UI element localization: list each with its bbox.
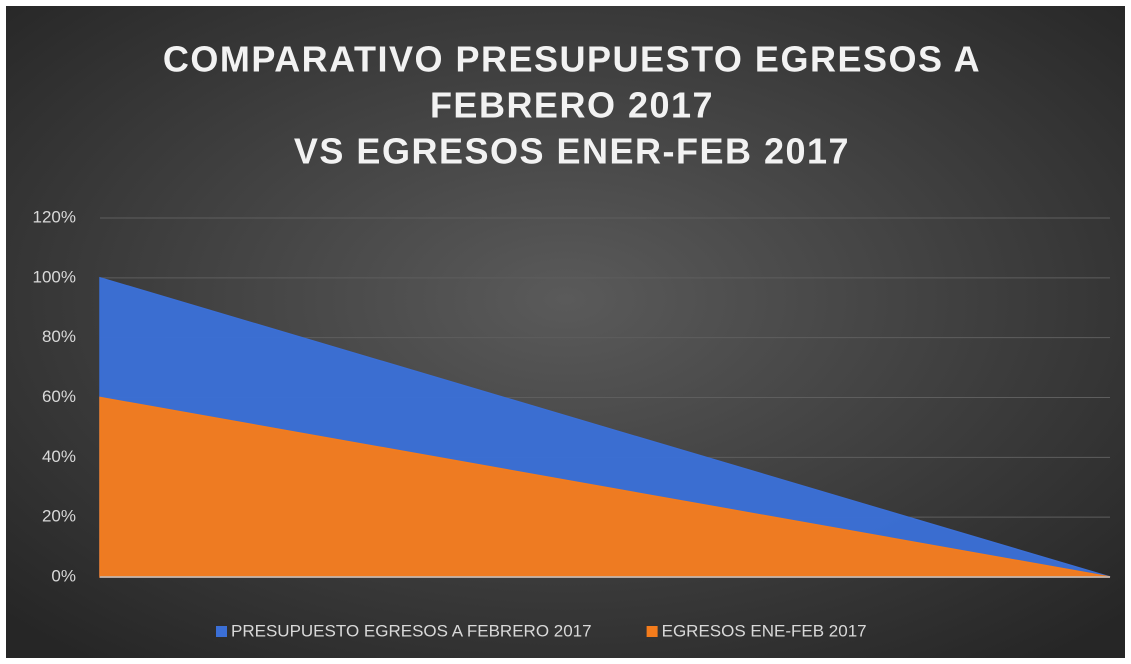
chart-title-line: FEBRERO 2017	[430, 85, 714, 126]
y-tick-label: 40%	[42, 447, 76, 466]
legend-swatch	[216, 626, 227, 637]
y-tick-label: 120%	[33, 207, 76, 226]
legend-label: PRESUPUESTO EGRESOS A FEBRERO 2017	[231, 621, 592, 640]
plot	[99, 276, 1111, 578]
legend-label: EGRESOS ENE-FEB 2017	[662, 621, 867, 640]
y-tick-label: 60%	[42, 387, 76, 406]
chart-title-line: VS EGRESOS ENER-FEB 2017	[294, 131, 850, 172]
chart-title-line: COMPARATIVO PRESUPUESTO EGRESOS A	[163, 39, 981, 80]
legend: PRESUPUESTO EGRESOS A FEBRERO 2017 EGRESO…	[216, 621, 867, 640]
y-tick-label: 0%	[51, 566, 76, 585]
y-tick-label: 100%	[33, 267, 76, 286]
y-tick-label: 80%	[42, 327, 76, 346]
legend-swatch	[646, 626, 658, 637]
chart-title: COMPARATIVO PRESUPUESTO EGRESOS A FEBRERO…	[163, 39, 981, 172]
y-tick-label: 20%	[42, 507, 76, 526]
